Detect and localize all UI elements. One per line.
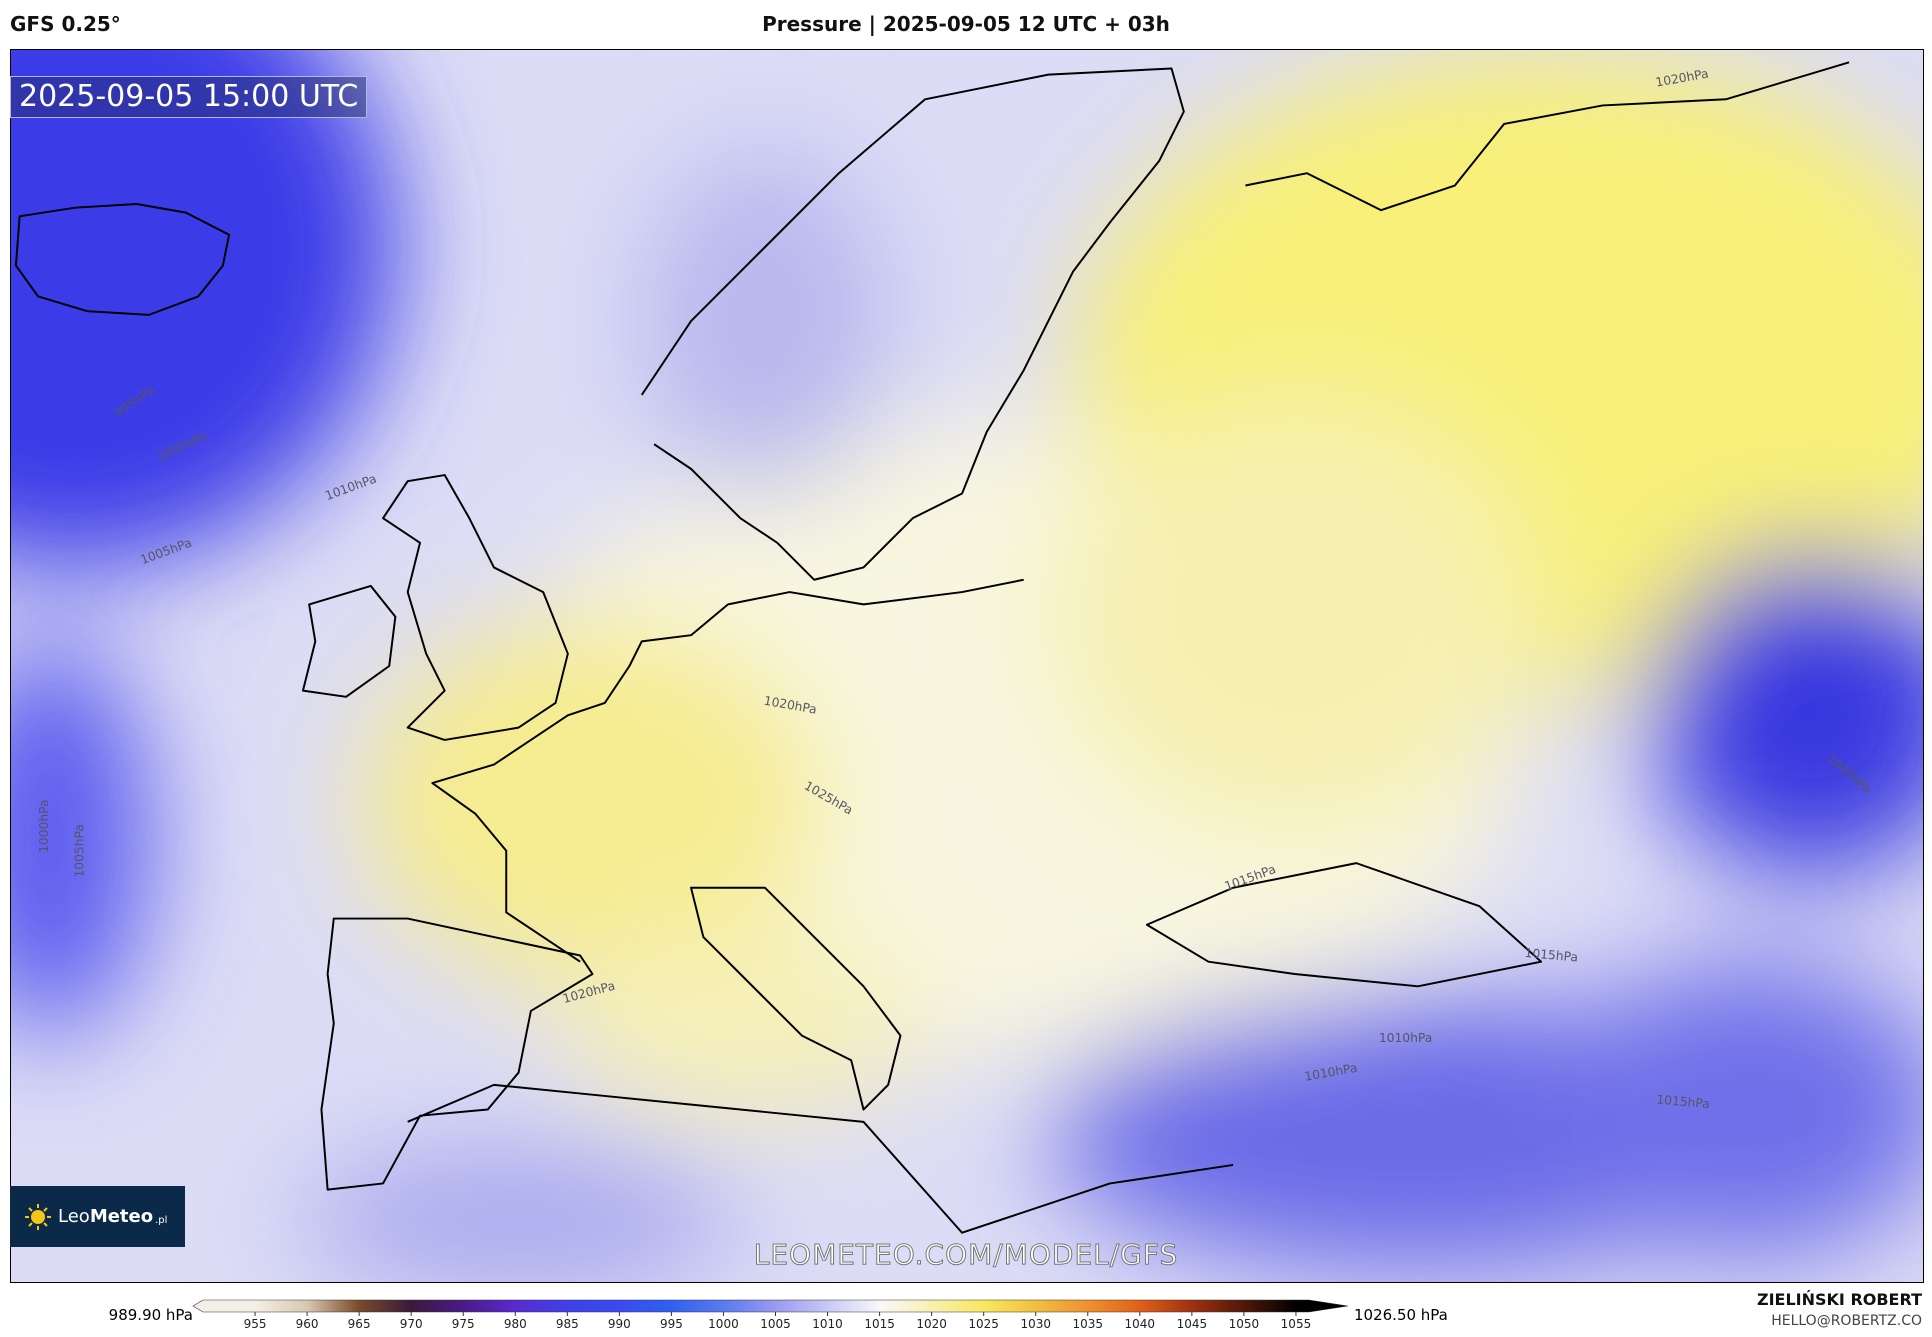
timestamp: 2025-09-05 15:00 UTC xyxy=(10,76,368,118)
colorbar-body xyxy=(192,1299,1349,1313)
logo-light: Leo xyxy=(58,1206,90,1227)
colorbar: 989.90 hPa 1026.50 hPa 955 960 965 970 975 98… xyxy=(109,1299,1448,1331)
author-email: HELLO@ROBERTZ.CO xyxy=(1771,1313,1922,1329)
colorbar-tick-label: 1000 xyxy=(708,1317,739,1331)
colorbar-tick-label: 1045 xyxy=(1177,1317,1208,1331)
colorbar-tick-label: 1040 xyxy=(1125,1317,1156,1331)
contour-label: 1015hPa xyxy=(1656,1093,1711,1112)
chart-title: Pressure | 2025-09-05 12 UTC + 03h xyxy=(762,12,1170,36)
contour-label: 1005hPa xyxy=(73,824,87,878)
colorbar-tick-label: 965 xyxy=(348,1317,371,1331)
colorbar-tick-label: 980 xyxy=(504,1317,527,1331)
colorbar-tick-label: 985 xyxy=(556,1317,579,1331)
colorbar-tick-label: 1050 xyxy=(1229,1317,1260,1331)
contour-label: 1015hPa xyxy=(1524,946,1579,965)
model-name: GFS 0.25° xyxy=(10,12,121,36)
colorbar-tick-label: 1010 xyxy=(812,1317,843,1331)
pressure-field xyxy=(11,50,1923,1282)
coastlines xyxy=(14,61,1850,1234)
logo-sun xyxy=(25,1203,51,1230)
colorbar-tick-label: 1025 xyxy=(968,1317,999,1331)
colorbar-tick-label: 990 xyxy=(608,1317,631,1331)
watermark: LEOMETEO.COM/MODEL/GFS xyxy=(753,1238,1179,1272)
colorbar-tick-label: 1020 xyxy=(916,1317,947,1331)
colorbar-tick-label: 1015 xyxy=(864,1317,895,1331)
colorbar-tick-label: 975 xyxy=(452,1317,475,1331)
author: ZIELIŃSKI ROBERT HELLO@ROBERTZ.CO xyxy=(1757,1290,1922,1329)
map: 995hPa1000hPa1010hPa1005hPa1020hPa1025hP… xyxy=(10,49,1924,1283)
colorbar-max-label: 1026.50 hPa xyxy=(1354,1306,1448,1324)
logo: Leo Meteo .pl xyxy=(10,1186,185,1247)
colorbar-tick-label: 960 xyxy=(296,1317,319,1331)
author-name: ZIELIŃSKI ROBERT xyxy=(1756,1290,1922,1309)
colorbar-min-label: 989.90 hPa xyxy=(109,1306,193,1324)
logo-bold: Meteo xyxy=(89,1206,154,1227)
contour-label: 1000hPa xyxy=(37,799,51,853)
colorbar-tick-label: 970 xyxy=(400,1317,423,1331)
contour-label: 1010hPa xyxy=(1379,1031,1432,1045)
colorbar-tick-label: 955 xyxy=(244,1317,267,1331)
colorbar-tick-label: 995 xyxy=(660,1317,683,1331)
logo-suffix: .pl xyxy=(155,1215,168,1226)
colorbar-tick-label: 1030 xyxy=(1020,1317,1051,1331)
colorbar-tick-label: 1055 xyxy=(1281,1317,1312,1331)
colorbar-tick-label: 1005 xyxy=(760,1317,791,1331)
colorbar-tick-label: 1035 xyxy=(1072,1317,1103,1331)
